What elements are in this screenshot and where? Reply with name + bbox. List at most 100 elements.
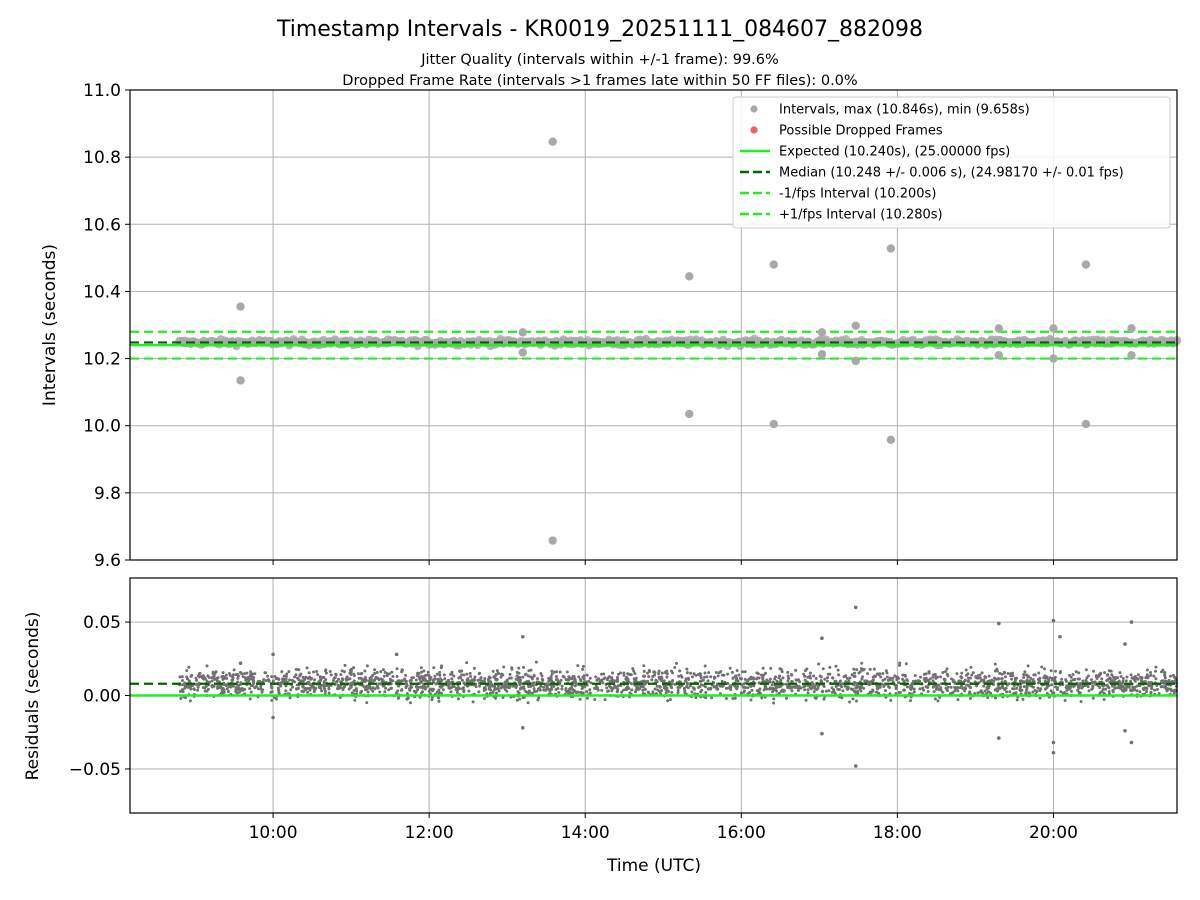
residual-point bbox=[1115, 686, 1119, 690]
residual-point bbox=[581, 667, 585, 671]
residual-point bbox=[531, 681, 535, 685]
interval-outlier-point bbox=[236, 302, 245, 311]
residuals-reference-lines bbox=[130, 682, 1177, 697]
residual-point bbox=[305, 666, 309, 670]
residual-point bbox=[944, 669, 948, 673]
residual-point bbox=[799, 686, 803, 690]
residual-point bbox=[295, 687, 299, 691]
residual-point bbox=[968, 696, 972, 700]
residual-point bbox=[190, 673, 194, 677]
residual-point bbox=[825, 679, 829, 683]
residual-point bbox=[757, 691, 761, 695]
residual-point bbox=[236, 674, 240, 678]
residual-point bbox=[206, 674, 210, 678]
residual-point bbox=[587, 679, 591, 683]
residuals-y-label: Residuals (seconds) bbox=[23, 612, 43, 781]
residual-point bbox=[397, 684, 401, 688]
residual-point bbox=[460, 673, 464, 677]
residual-point bbox=[238, 670, 242, 674]
residual-point bbox=[1010, 677, 1014, 681]
residual-point bbox=[600, 688, 604, 692]
residual-point bbox=[522, 665, 526, 669]
residual-point bbox=[603, 698, 607, 702]
residual-point bbox=[457, 676, 461, 680]
residual-point bbox=[440, 664, 444, 668]
residual-point bbox=[610, 671, 614, 675]
residual-point bbox=[912, 690, 916, 694]
residual-point bbox=[483, 680, 487, 684]
residual-point bbox=[352, 666, 356, 670]
residual-point bbox=[327, 687, 331, 691]
residual-point bbox=[902, 688, 906, 692]
residual-point bbox=[239, 682, 243, 686]
residual-point bbox=[616, 684, 620, 688]
residual-point bbox=[975, 676, 979, 680]
residual-point bbox=[201, 674, 205, 678]
residual-point bbox=[853, 671, 857, 675]
residual-point bbox=[1033, 688, 1037, 692]
residual-point bbox=[1157, 691, 1161, 695]
residual-point bbox=[237, 690, 241, 694]
residual-point bbox=[646, 679, 650, 683]
residual-point bbox=[540, 674, 544, 678]
residual-point bbox=[926, 690, 930, 694]
residual-point bbox=[620, 690, 624, 694]
residual-point bbox=[248, 674, 252, 678]
residual-point bbox=[757, 681, 761, 685]
residual-point bbox=[861, 668, 865, 672]
residual-point bbox=[495, 669, 499, 673]
residual-point bbox=[297, 668, 301, 672]
residual-point bbox=[1076, 688, 1080, 692]
residual-point bbox=[332, 678, 336, 682]
residual-point bbox=[678, 669, 682, 673]
residual-point bbox=[262, 678, 266, 682]
x-tick-label: 12:00 bbox=[405, 823, 454, 843]
residual-outlier-point bbox=[271, 715, 275, 720]
residual-point bbox=[369, 675, 373, 679]
residual-point bbox=[976, 691, 980, 695]
residual-point bbox=[806, 688, 810, 692]
residual-point bbox=[437, 688, 441, 692]
residual-point bbox=[334, 672, 338, 676]
residual-point bbox=[522, 687, 526, 691]
chart-title: Timestamp Intervals - KR0019_20251111_08… bbox=[276, 17, 923, 42]
residual-point bbox=[457, 687, 461, 691]
residual-point bbox=[704, 690, 708, 694]
residual-point bbox=[248, 687, 252, 691]
residual-point bbox=[712, 685, 716, 689]
residual-point bbox=[396, 679, 400, 683]
residual-point bbox=[786, 674, 790, 678]
residual-point bbox=[449, 672, 453, 676]
residual-point bbox=[855, 668, 859, 672]
residual-point bbox=[335, 687, 339, 691]
residual-point bbox=[1003, 688, 1007, 692]
residual-point bbox=[834, 664, 838, 668]
residual-point bbox=[953, 689, 957, 693]
residual-point bbox=[324, 684, 328, 688]
residual-point bbox=[1004, 675, 1008, 679]
legend-entry-label: +1/fps Interval (10.280s) bbox=[779, 208, 943, 223]
residual-point bbox=[1014, 691, 1018, 695]
residual-point bbox=[690, 690, 694, 694]
residual-point bbox=[541, 678, 545, 682]
interval-outlier-point bbox=[685, 272, 694, 281]
residual-point bbox=[1038, 696, 1042, 700]
interval-outlier-point bbox=[817, 350, 827, 359]
residual-point bbox=[641, 679, 645, 683]
residuals-outliers bbox=[238, 605, 1134, 768]
residual-point bbox=[1163, 673, 1167, 677]
residual-point bbox=[420, 670, 424, 674]
residuals-y-ticks: −0.05 0.00 0.05 bbox=[69, 613, 130, 780]
residual-point bbox=[1021, 697, 1025, 701]
residual-point bbox=[565, 670, 569, 674]
residual-point bbox=[722, 673, 726, 677]
residual-point bbox=[830, 690, 834, 694]
residual-point bbox=[294, 673, 298, 677]
residual-point bbox=[817, 662, 821, 666]
residual-point bbox=[941, 690, 945, 694]
residual-point bbox=[222, 675, 226, 679]
residual-point bbox=[1046, 677, 1050, 681]
residual-point bbox=[1154, 665, 1158, 669]
residual-point bbox=[1024, 691, 1028, 695]
residual-point bbox=[1043, 667, 1047, 671]
